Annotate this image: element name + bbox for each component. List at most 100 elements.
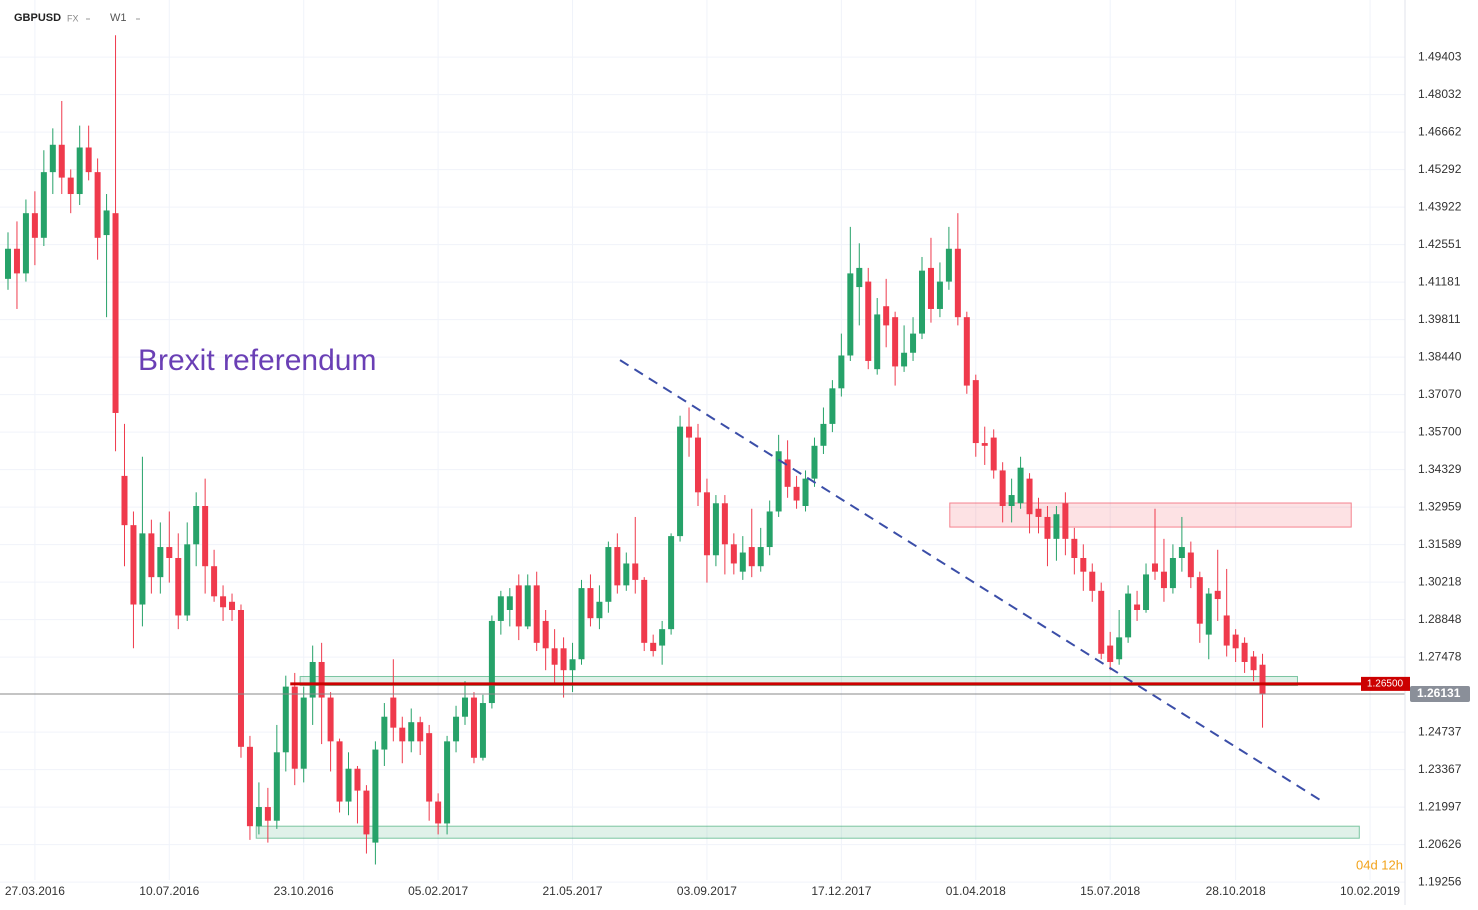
candle-body: [1125, 593, 1132, 638]
candle-body: [470, 697, 477, 758]
candle-body: [623, 563, 630, 586]
y-tick-label: 1.39811: [1418, 312, 1461, 326]
candle-body: [919, 270, 926, 334]
candle-body: [703, 492, 710, 556]
candle-body: [166, 547, 173, 558]
candle-body: [802, 478, 809, 507]
x-tick-label: 27.03.2016: [5, 884, 65, 898]
candle-body: [184, 544, 191, 616]
candle-body: [1232, 634, 1239, 649]
candle-body: [999, 470, 1006, 507]
candle-body: [282, 686, 289, 753]
candle-body: [300, 697, 307, 769]
candle-body: [1062, 503, 1069, 539]
candle-body: [793, 486, 800, 501]
market[interactable]: FX: [67, 13, 79, 23]
candle-body: [255, 807, 262, 827]
y-tick-label: 1.19256: [1418, 874, 1462, 888]
symbol[interactable]: GBPUSD: [14, 12, 61, 24]
candle-body: [1143, 574, 1150, 610]
x-tick-label: 21.05.2017: [543, 884, 603, 898]
y-tick-label: 1.24737: [1418, 724, 1462, 738]
y-tick-label: 1.48032: [1418, 87, 1462, 101]
x-tick-label: 15.07.2018: [1080, 884, 1140, 898]
candle-body: [354, 768, 361, 791]
candle-body: [892, 317, 899, 367]
trendline: [619, 359, 1326, 805]
candle-body: [1241, 642, 1248, 662]
candle-body: [748, 547, 755, 567]
candle-body: [13, 248, 20, 274]
candle-body: [1044, 516, 1051, 539]
candle-body: [927, 267, 934, 309]
candle-body: [67, 177, 74, 195]
candle-body: [237, 609, 244, 747]
candle-body: [264, 807, 271, 821]
candle-body: [85, 147, 92, 173]
candles: [5, 35, 1266, 865]
candle-body: [721, 503, 728, 545]
candle-body: [363, 790, 370, 835]
candle-body: [542, 620, 549, 649]
candle-body: [712, 503, 719, 556]
candle-body: [139, 533, 146, 605]
candle-body: [515, 585, 522, 627]
level-box: [1361, 676, 1410, 691]
candle-body: [130, 525, 137, 605]
y-tick-label: 1.37070: [1418, 387, 1462, 401]
candle-body: [1089, 571, 1096, 591]
annotation: Brexit referendum: [138, 344, 376, 377]
candle-body: [1134, 604, 1141, 610]
candle-body: [202, 506, 209, 567]
candle-body: [175, 557, 182, 616]
candle-body: [1116, 637, 1123, 660]
candle-body: [121, 475, 128, 526]
candle-body: [479, 703, 486, 758]
candle-body: [829, 388, 836, 424]
y-tick-label: 1.43922: [1418, 199, 1462, 213]
candle-body: [1008, 495, 1015, 507]
candle-body: [318, 661, 325, 698]
candle-body: [1214, 590, 1221, 600]
candle-body: [1178, 547, 1185, 558]
y-tick-label: 1.41181: [1418, 274, 1461, 288]
x-tick-label: 01.04.2018: [946, 884, 1006, 898]
timer: 04d 12h: [1356, 857, 1403, 872]
candle-body: [497, 596, 504, 621]
y-tick-label: 1.27478: [1418, 649, 1462, 663]
candle-body: [291, 686, 298, 769]
candle-body: [847, 273, 854, 356]
y-tick-label: 1.21997: [1418, 799, 1462, 813]
y-tick-label: 1.45292: [1418, 162, 1462, 176]
candle-body: [775, 451, 782, 512]
y-tick-label: 1.46662: [1418, 124, 1462, 138]
candle-body: [686, 426, 693, 438]
candle-body: [954, 248, 961, 318]
candle-body: [641, 579, 648, 643]
candle-body: [865, 281, 872, 361]
grid: [0, 0, 1405, 883]
candle-body: [211, 566, 218, 597]
candle-body: [739, 552, 746, 572]
zone: [299, 675, 1298, 687]
x-tick-label: 05.02.2017: [408, 884, 468, 898]
candle-body: [417, 722, 424, 742]
interval[interactable]: W1: [110, 12, 127, 24]
candle-body: [1026, 478, 1033, 515]
candle-body: [659, 629, 666, 646]
candle-body: [1259, 664, 1266, 695]
candle-body: [1160, 571, 1167, 589]
candle-body: [569, 659, 576, 671]
candle-body: [650, 642, 657, 652]
last-price-box: [1410, 685, 1470, 702]
candle-body: [1187, 552, 1194, 578]
candle-body: [811, 445, 818, 479]
candle-body: [1053, 514, 1060, 539]
candle-body: [76, 147, 83, 195]
candle-body: [533, 585, 540, 643]
candle-body: [408, 722, 415, 742]
candle-body: [856, 267, 863, 288]
level-label: 1.26500: [1367, 679, 1404, 690]
candle-body: [838, 355, 845, 389]
